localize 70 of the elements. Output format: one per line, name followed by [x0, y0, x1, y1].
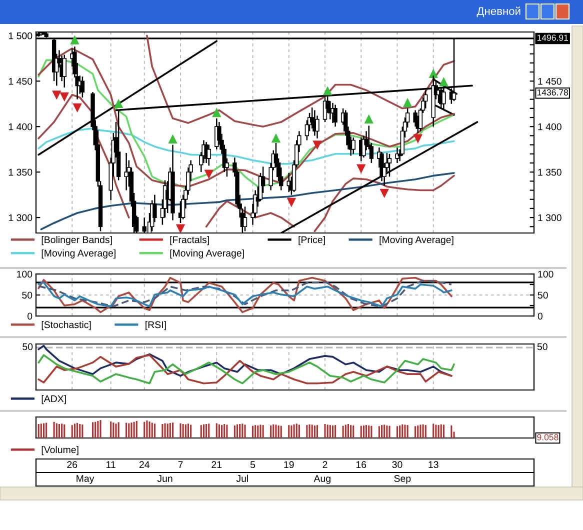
x-tick-label: 16 [356, 461, 366, 468]
y-tick-label: 1 300 [8, 214, 32, 222]
annotation: 1436.78 [537, 89, 568, 96]
point [168, 135, 177, 144]
y2-tick-label: 1 400 [538, 123, 562, 130]
point [204, 170, 214, 178]
x2-tick-label: Sep [394, 475, 411, 484]
text: 50 [537, 343, 548, 350]
x2-tick-label: Jul [236, 474, 248, 482]
annotation: 1496.91 [537, 34, 568, 41]
point [70, 36, 79, 44]
line-series [40, 172, 455, 230]
point [272, 134, 280, 143]
y-tick-label: 1 400 [8, 123, 32, 130]
x2-tick-label: Jun [157, 475, 172, 482]
x-tick-label: 21 [212, 461, 222, 468]
x-tick-label: 30 [392, 461, 402, 468]
legend-label: [Moving Average] [42, 249, 116, 258]
y2-tick-label: 1 300 [538, 214, 562, 222]
legend-label: [Price] [298, 236, 325, 246]
y-tick-label: 50 [22, 292, 32, 299]
line-series [146, 34, 455, 128]
point [414, 134, 422, 143]
y-tick-label: 1 450 [8, 78, 32, 85]
y2-tick-label: 0 [538, 312, 542, 320]
x-tick-label: 7 [178, 461, 183, 468]
candlestick [333, 104, 338, 128]
point [287, 198, 296, 206]
point [176, 224, 185, 233]
x-tick-label: 11 [106, 461, 116, 468]
y2-tick-label: 100 [538, 270, 554, 278]
y-tick-label: 0 [28, 312, 32, 320]
x-tick-label: 26 [67, 461, 78, 468]
point [73, 103, 82, 112]
point [52, 90, 61, 99]
legend-label: [ADX] [42, 395, 66, 404]
legend-label: [Fractals] [170, 236, 209, 246]
point [212, 108, 221, 118]
legend-label: [Moving Average] [380, 236, 454, 246]
x2-tick-label: May [76, 475, 94, 484]
point [313, 140, 322, 149]
x-tick-label: 19 [284, 461, 294, 468]
series-label: [Volume] [42, 446, 78, 456]
y-tick-label: 1 350 [8, 168, 32, 176]
series-label: [Stochastic] [42, 321, 91, 330]
x-tick-label: 2 [322, 461, 328, 468]
line-series [38, 276, 452, 314]
point [403, 98, 412, 108]
y2-tick-label: 1 350 [538, 168, 562, 176]
point [114, 100, 123, 108]
point [380, 188, 389, 198]
candlestick [206, 144, 211, 166]
x-tick-label: 24 [139, 461, 150, 468]
x-tick-label: 5 [250, 461, 256, 468]
x2-tick-label: Aug [314, 475, 330, 484]
y2-tick-label: 1 450 [538, 78, 562, 85]
point [323, 86, 332, 96]
x-tick-label: 13 [428, 461, 438, 468]
point [440, 78, 448, 86]
y-tick-label: 1 500 [8, 32, 32, 40]
legend-label: [Moving Average] [170, 249, 244, 258]
point [60, 92, 69, 101]
point [356, 164, 366, 173]
text: 9.058 [537, 434, 558, 440]
point [364, 115, 374, 124]
y2-tick-label: 50 [538, 292, 548, 299]
legend-label: [Bolinger Bands] [42, 236, 112, 246]
y-tick-label: 100 [17, 270, 32, 278]
chart-subtitle: Дневной [476, 6, 520, 18]
legend-label: [RSI] [146, 321, 166, 330]
